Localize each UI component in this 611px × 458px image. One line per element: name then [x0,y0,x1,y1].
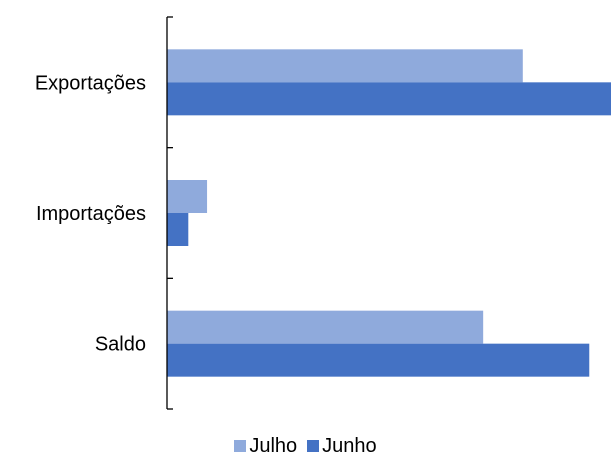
plot-area: Exportações Importações Saldo [35,16,611,410]
category-label: Importações [36,203,146,225]
bar-julho-1 [167,180,208,213]
category-label: Saldo [95,334,146,356]
legend-swatch-junho [307,440,320,452]
legend-item-junho: Junho [307,434,377,458]
bar-junho-2 [167,343,590,377]
category-label: Exportações [35,72,146,94]
bar-chart-svg: Exportações Importações Saldo [35,16,611,410]
bar-junho-0 [167,82,611,116]
bar-julho-0 [167,49,523,83]
legend-label-julho: Julho [249,435,298,457]
bar-julho-2 [167,310,484,344]
legend: Julho Junho [0,434,611,458]
legend-item-julho: Julho [234,434,297,458]
bar-junho-1 [167,213,189,246]
legend-label-junho: Junho [322,435,377,457]
legend-swatch-julho [234,440,247,452]
